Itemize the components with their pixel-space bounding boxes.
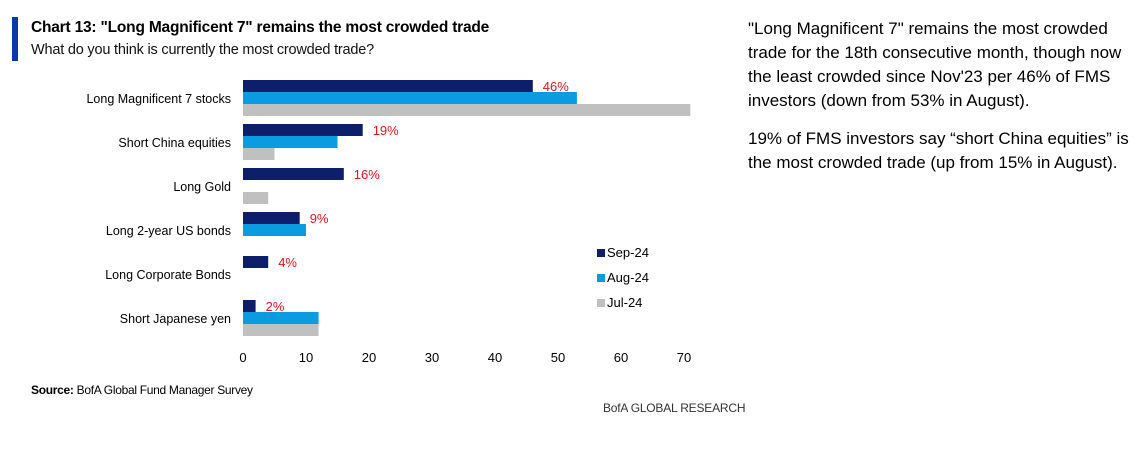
legend-label: Jul-24 — [607, 295, 642, 310]
category-label: Long Magnificent 7 stocks — [86, 92, 231, 106]
legend-label: Aug-24 — [607, 270, 649, 285]
legend-swatch-jul-24 — [597, 299, 605, 307]
bar-sep-24-1 — [243, 80, 533, 92]
data-label: 9% — [310, 211, 329, 226]
category-label: Long 2-year US bonds — [106, 224, 231, 238]
x-tick-label: 30 — [425, 350, 439, 365]
bar-jul-24-2 — [243, 148, 275, 160]
x-tick-label: 10 — [299, 350, 313, 365]
x-tick-label: 0 — [239, 350, 246, 365]
chart-subtitle: What do you think is currently the most … — [31, 42, 375, 58]
bar-aug-24-1 — [243, 92, 577, 104]
data-label: 19% — [373, 123, 399, 138]
data-label: 2% — [266, 299, 285, 314]
category-label: Long Gold — [173, 180, 231, 194]
bar-jul-24-3 — [243, 192, 269, 204]
bar-sep-24-3 — [243, 168, 344, 180]
legend-swatch-aug-24 — [597, 274, 605, 282]
commentary: "Long Magnificent 7" remains the most cr… — [748, 17, 1132, 189]
category-label: Short Japanese yen — [120, 312, 231, 326]
data-label: 16% — [354, 167, 380, 182]
bar-sep-24-2 — [243, 124, 363, 136]
title-accent-bar — [12, 17, 18, 61]
bar-jul-24-1 — [243, 104, 691, 116]
brand-label: BofA GLOBAL RESEARCH — [603, 401, 746, 415]
source-note: Source: BofA Global Fund Manager Survey — [31, 383, 253, 397]
category-label: Short China equities — [118, 136, 231, 150]
x-tick-label: 40 — [488, 350, 502, 365]
bar-aug-24-4 — [243, 224, 306, 236]
data-label: 46% — [543, 79, 569, 94]
commentary-paragraph-2: 19% of FMS investors say “short China eq… — [748, 129, 1129, 172]
source-text: BofA Global Fund Manager Survey — [73, 383, 253, 397]
x-tick-label: 20 — [362, 350, 376, 365]
commentary-paragraph-1: "Long Magnificent 7" remains the most cr… — [748, 19, 1122, 110]
bar-aug-24-2 — [243, 136, 338, 148]
source-label: Source: — [31, 383, 74, 397]
bar-chart: 46% 19% 16% 9% 4% 2% Long Magnificent 7 stock… — [86, 79, 691, 365]
data-label: 4% — [278, 255, 297, 270]
x-tick-label: 70 — [677, 350, 691, 365]
legend-swatch-sep-24 — [597, 249, 605, 257]
bar-aug-24-6 — [243, 312, 319, 324]
x-tick-label: 60 — [614, 350, 628, 365]
legend-label: Sep-24 — [607, 245, 649, 260]
bar-sep-24-6 — [243, 300, 256, 312]
chart-title: Chart 13: "Long Magnificent 7" remains t… — [31, 19, 490, 36]
bar-sep-24-4 — [243, 212, 300, 224]
category-label: Long Corporate Bonds — [105, 268, 231, 282]
x-tick-label: 50 — [551, 350, 565, 365]
bar-jul-24-6 — [243, 324, 319, 336]
bar-sep-24-5 — [243, 256, 269, 268]
